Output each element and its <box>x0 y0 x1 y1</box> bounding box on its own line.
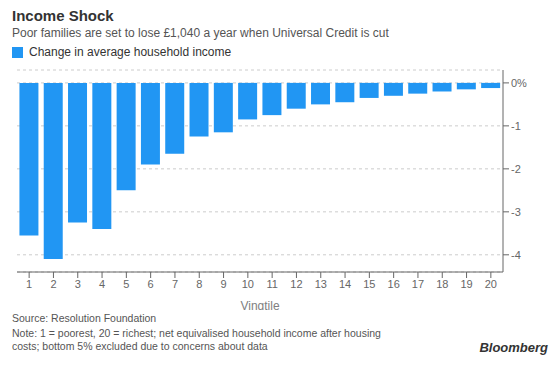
svg-text:7: 7 <box>172 278 178 290</box>
svg-text:5: 5 <box>123 278 129 290</box>
svg-text:19: 19 <box>460 278 472 290</box>
svg-text:12: 12 <box>290 278 302 290</box>
html-text:Source: Resolution Foundation: Source: Resolution Foundation <box>12 312 157 324</box>
svg-text:10: 10 <box>242 278 254 290</box>
svg-text:3: 3 <box>75 278 81 290</box>
svg-text:20: 20 <box>485 278 497 290</box>
svg-text:-3: -3 <box>511 206 521 218</box>
svg-text:0%: 0% <box>511 77 527 89</box>
svg-text:15: 15 <box>363 278 375 290</box>
svg-text:1: 1 <box>26 278 32 290</box>
html-text:Income Shock: Income Shock <box>12 7 114 24</box>
html-text:Poor families are set to lose: Poor families are set to lose £1,040 a y… <box>12 26 389 40</box>
svg-text:6: 6 <box>148 278 154 290</box>
svg-text:4: 4 <box>99 278 105 290</box>
html-text:costs; bottom 5% excluded due: costs; bottom 5% excluded due to concern… <box>12 340 268 352</box>
svg-text:2: 2 <box>50 278 56 290</box>
svg-text:11: 11 <box>266 278 277 290</box>
svg-text:17: 17 <box>412 278 424 290</box>
html-text:Note: 1 = poorest, 20 = riches: Note: 1 = poorest, 20 = richest; net equ… <box>12 327 381 339</box>
html-text:Bloomberg: Bloomberg <box>479 340 548 355</box>
html-text:Change in average household in: Change in average household income <box>29 45 232 59</box>
svg-text:8: 8 <box>196 278 202 290</box>
svg-text:Vingtile: Vingtile <box>240 299 279 310</box>
svg-text:9: 9 <box>220 278 226 290</box>
svg-text:-2: -2 <box>511 163 521 175</box>
svg-text:18: 18 <box>436 278 448 290</box>
svg-text:-4: -4 <box>511 249 521 261</box>
svg-text:13: 13 <box>315 278 327 290</box>
svg-text:-1: -1 <box>511 120 521 132</box>
svg-text:14: 14 <box>339 278 351 290</box>
svg-text:16: 16 <box>388 278 400 290</box>
